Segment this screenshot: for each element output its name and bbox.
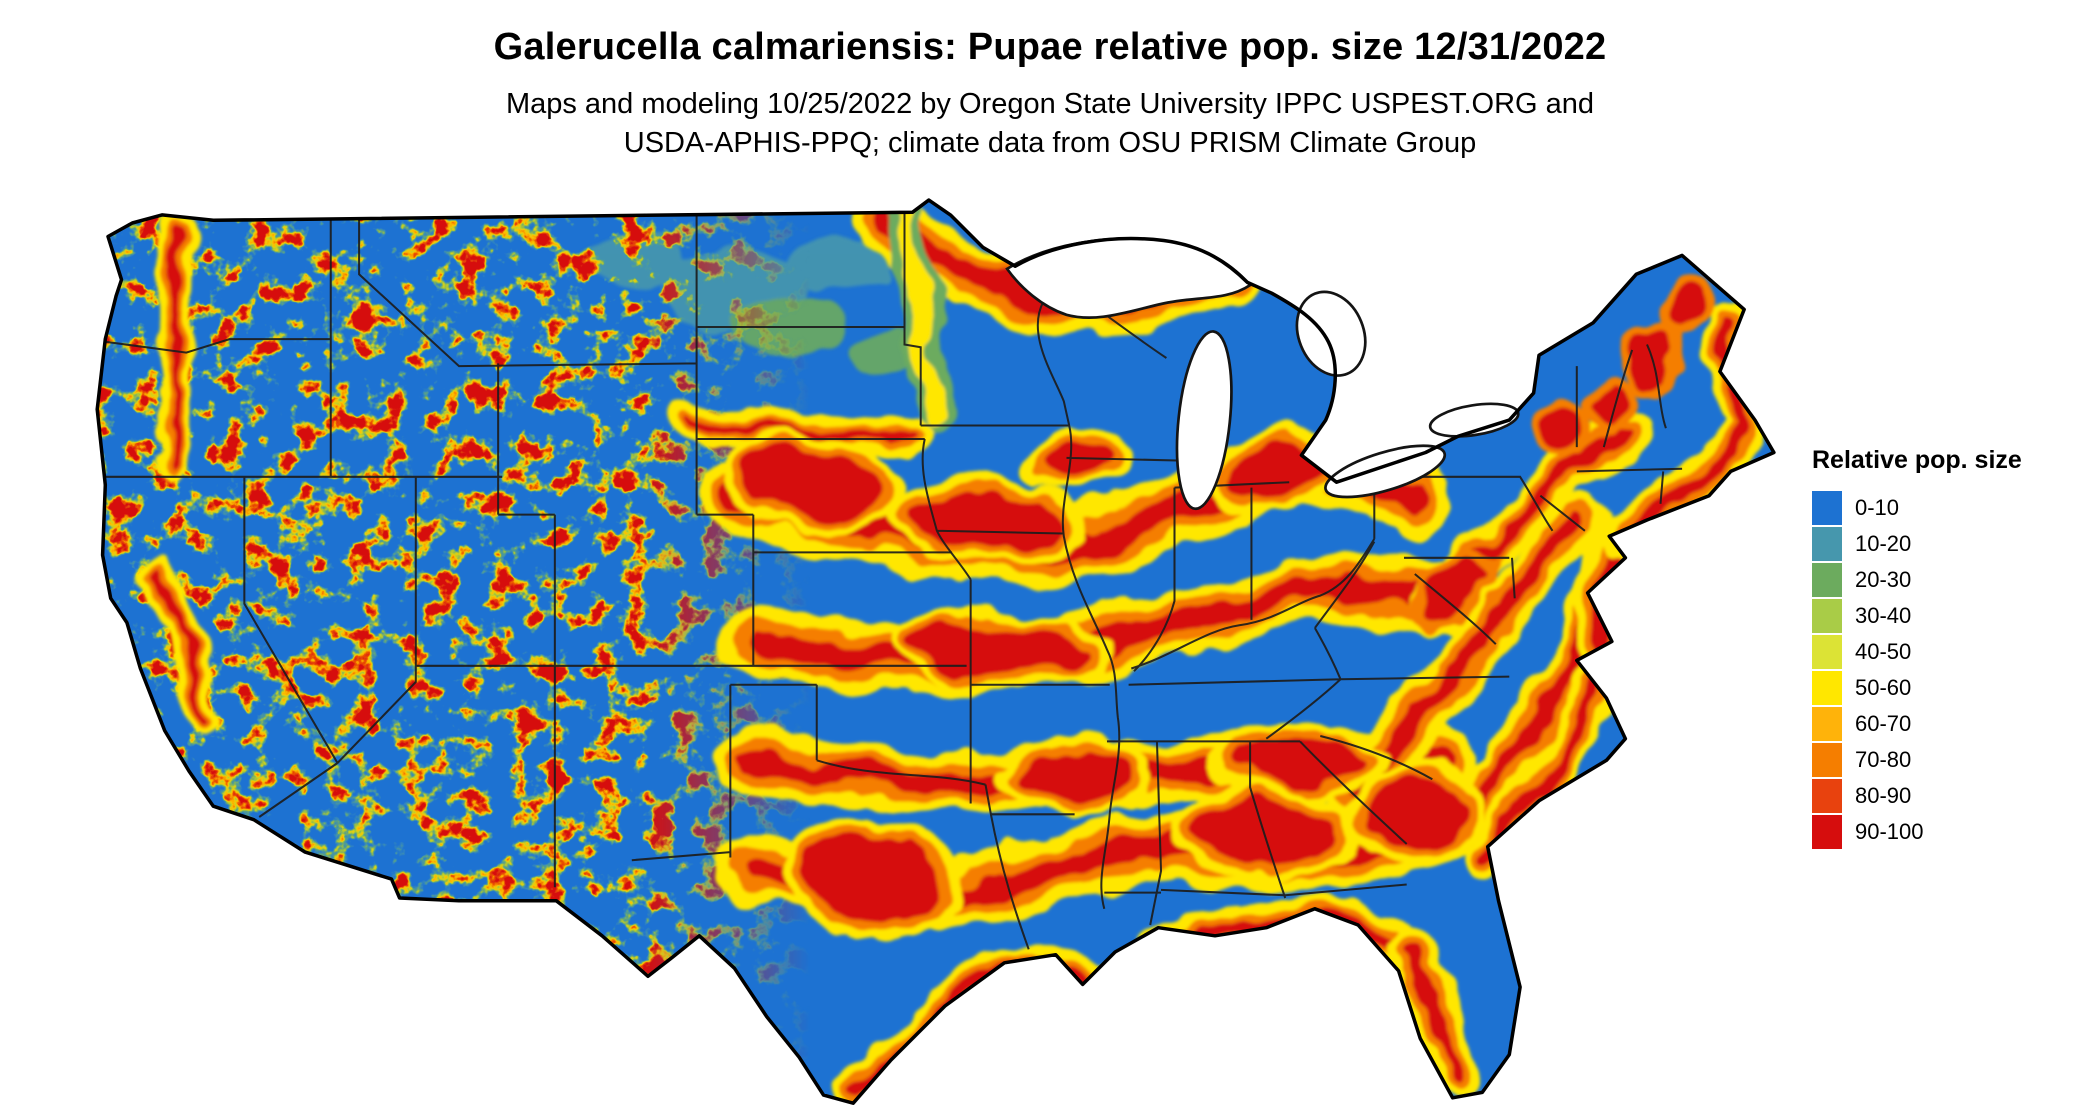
legend-item-label: 90-100 [1855, 819, 1924, 844]
legend-swatch [1812, 671, 1842, 705]
legend-item-label: 40-50 [1855, 639, 1912, 664]
legend: Relative pop. size 0-10 10-20 20-30 30-4… [1812, 446, 2022, 851]
legend-item: 90-100 [1812, 815, 2022, 849]
legend-item: 60-70 [1812, 707, 2022, 741]
legend-item: 30-40 [1812, 599, 2022, 633]
map-subtitle-line1: Maps and modeling 10/25/2022 by Oregon S… [505, 88, 1595, 120]
legend-item: 70-80 [1812, 743, 2022, 777]
legend-swatch [1812, 743, 1842, 777]
legend-swatch [1812, 491, 1842, 525]
legend-swatch [1812, 527, 1842, 561]
legend-swatch [1812, 599, 1842, 633]
lake-ontario [1428, 402, 1520, 438]
legend-swatch [1812, 707, 1842, 741]
legend-item-label: 50-60 [1855, 675, 1912, 700]
legend-swatch [1812, 563, 1842, 597]
legend-item-label: 60-70 [1855, 711, 1912, 736]
legend-item-label: 20-30 [1855, 567, 1912, 592]
great-lakes [1005, 237, 1520, 511]
us-map [54, 196, 1782, 1114]
legend-item-label: 80-90 [1855, 783, 1912, 808]
lake-michigan [1175, 330, 1233, 511]
header: Galerucella calmariensis: Pupae relative… [0, 26, 2100, 163]
legend-item: 0-10 [1812, 491, 2022, 525]
map-subtitle: Maps and modeling 10/25/2022 by Oregon S… [0, 85, 2100, 163]
legend-item: 40-50 [1812, 635, 2022, 669]
legend-item: 20-30 [1812, 563, 2022, 597]
lake-huron [1295, 290, 1367, 377]
legend-item-label: 30-40 [1855, 603, 1912, 628]
legend-item-label: 70-80 [1855, 747, 1912, 772]
map-title: Galerucella calmariensis: Pupae relative… [493, 26, 1607, 68]
map-subtitle-line2: USDA-APHIS-PPQ; climate data from OSU PR… [623, 126, 1477, 159]
legend-item-label: 10-20 [1855, 531, 1912, 556]
legend-swatch [1812, 635, 1842, 669]
legend-item-label: 0-10 [1855, 495, 1900, 520]
legend-item: 10-20 [1812, 527, 2022, 561]
legend-item: 80-90 [1812, 779, 2022, 813]
legend-items: 0-10 10-20 20-30 30-40 40-50 50-60 60-70… [1812, 491, 2022, 849]
us-map-svg [95, 198, 1776, 1105]
legend-swatch [1812, 779, 1842, 813]
legend-title: Relative pop. size [1812, 446, 2022, 474]
lake-erie [1324, 444, 1447, 499]
legend-item: 50-60 [1812, 671, 2022, 705]
legend-swatch [1812, 815, 1842, 849]
